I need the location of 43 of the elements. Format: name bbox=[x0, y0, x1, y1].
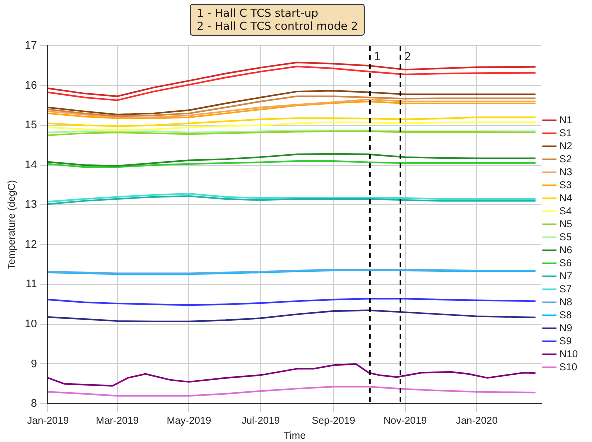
x-tick-label: Jul-2019 bbox=[242, 416, 280, 427]
legend-label: N10 bbox=[560, 349, 578, 360]
legend-label: S6 bbox=[560, 258, 572, 270]
legend-label: S3 bbox=[560, 180, 572, 192]
y-tick-label: 14 bbox=[24, 159, 38, 172]
x-tick-label: Nov-2019 bbox=[384, 416, 428, 427]
legend-label: S1 bbox=[560, 128, 572, 140]
y-tick-label: 11 bbox=[26, 278, 38, 291]
legend-label: S7 bbox=[560, 284, 572, 296]
legend-label: S5 bbox=[560, 232, 572, 244]
ref-line-label: 1 bbox=[374, 50, 382, 64]
x-axis-title: Time bbox=[284, 430, 306, 442]
x-tick-label: Jan-2020 bbox=[456, 416, 498, 427]
legend-label: N2 bbox=[560, 141, 573, 152]
legend-label: S10 bbox=[560, 362, 578, 374]
legend-label: N1 bbox=[560, 115, 573, 126]
legend-label: S9 bbox=[560, 336, 572, 348]
legend-label: N4 bbox=[560, 193, 573, 204]
y-tick-label: 15 bbox=[24, 120, 38, 132]
y-tick-label: 12 bbox=[24, 238, 38, 251]
legend-label: N5 bbox=[560, 219, 573, 230]
legend-label: N6 bbox=[560, 245, 573, 256]
legend-label: N9 bbox=[560, 323, 573, 334]
y-tick-label: 10 bbox=[24, 318, 38, 330]
text: 2 - Hall C TCS control mode 2 bbox=[197, 20, 358, 33]
legend-label: N8 bbox=[560, 297, 573, 308]
x-tick-label: Jan-2019 bbox=[27, 416, 70, 427]
x-tick-label: May-2019 bbox=[166, 416, 212, 427]
ref-line-label: 2 bbox=[404, 50, 412, 64]
legend-label: S4 bbox=[560, 206, 572, 218]
x-tick-label: Sep-2019 bbox=[312, 416, 356, 427]
legend-label: N3 bbox=[560, 167, 573, 178]
y-tick-label: 17 bbox=[24, 40, 38, 52]
x-tick-label: Mar-2019 bbox=[96, 416, 140, 427]
y-tick-label: 13 bbox=[24, 199, 38, 212]
legend-label: S8 bbox=[560, 310, 572, 322]
y-tick-label: 9 bbox=[31, 358, 38, 370]
text: 1 - Hall C TCS start-up bbox=[197, 7, 320, 20]
y-axis-title: Temperature (degC) bbox=[6, 180, 18, 270]
y-tick-label: 16 bbox=[24, 80, 38, 92]
y-tick-label: 8 bbox=[31, 398, 38, 410]
legend-label: N7 bbox=[560, 271, 573, 282]
legend-label: S2 bbox=[560, 154, 572, 166]
